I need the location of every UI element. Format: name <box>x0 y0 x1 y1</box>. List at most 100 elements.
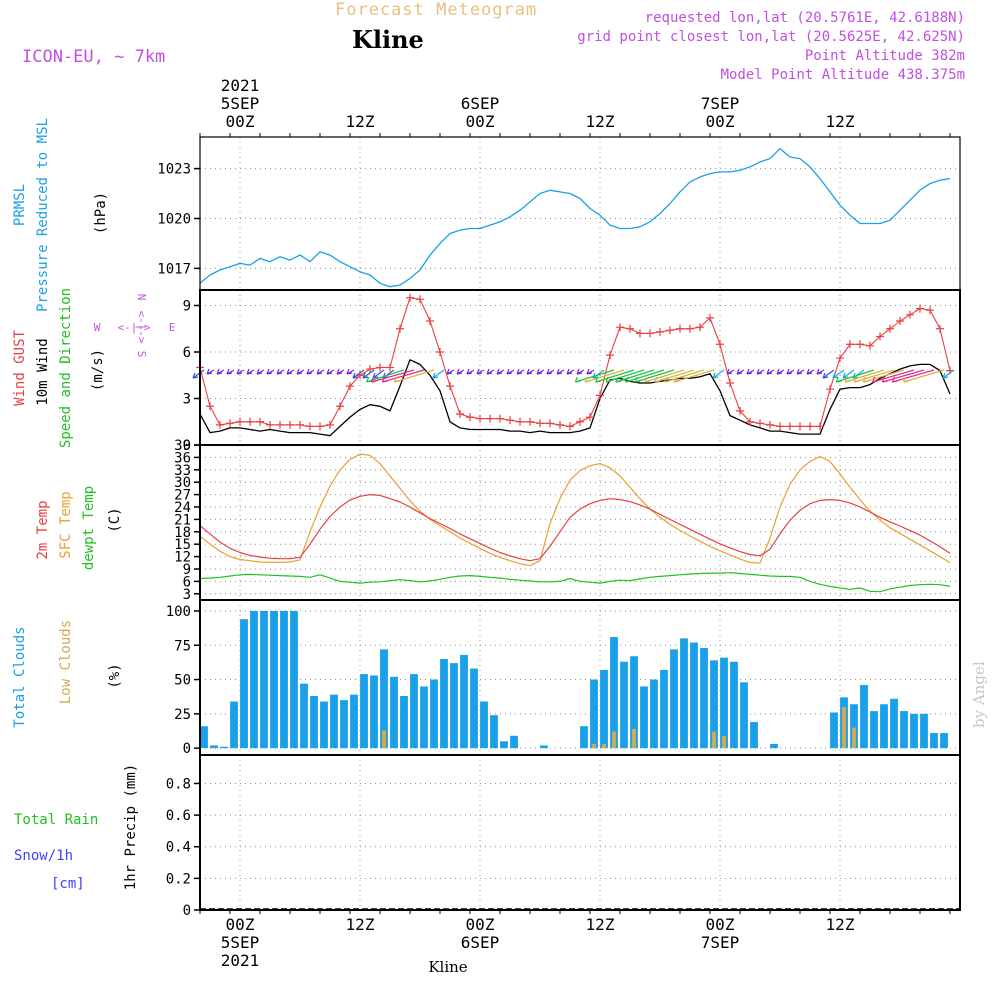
bar-total-clouds <box>690 642 698 749</box>
bar-low-clouds <box>592 744 596 749</box>
time-label-bottom: 12Z <box>346 915 375 934</box>
gust-marker <box>396 324 404 333</box>
wind-arrow-head <box>605 376 612 383</box>
wind-10m-label: 10m Wind <box>35 338 51 405</box>
compass-s: S <box>135 351 148 358</box>
wind-arrow-head <box>362 372 369 379</box>
gust-marker <box>406 293 414 302</box>
wind-unit: (m/s) <box>90 349 106 391</box>
gust-marker <box>576 417 584 426</box>
time-label-bottom: 7SEP <box>701 933 740 952</box>
bar-total-clouds <box>410 674 418 749</box>
bar-total-clouds <box>850 704 858 749</box>
gust-marker <box>926 306 934 315</box>
bar-low-clouds <box>852 727 856 749</box>
wind-arrow-head <box>526 368 533 375</box>
wind-arrow <box>605 369 645 383</box>
bar-total-clouds <box>420 686 428 749</box>
wind-arrow-head <box>466 368 473 375</box>
ytick-label-temperature: 12 <box>174 550 191 566</box>
gust-marker <box>256 417 264 426</box>
wind-arrow-head <box>206 368 213 375</box>
ytick-label-wind: 0 <box>183 438 191 454</box>
ytick-label-clouds: 0 <box>183 741 191 757</box>
wind-arrow-head <box>246 368 253 375</box>
wind-arrow-head <box>370 376 377 383</box>
gust-marker <box>226 419 234 428</box>
wind-arrow-head <box>796 368 803 375</box>
gust-marker <box>656 327 664 336</box>
gust-marker <box>306 422 314 431</box>
precip-rain-label: Total Rain <box>14 812 98 828</box>
ytick-label-clouds: 25 <box>174 707 191 723</box>
time-label-bottom: 5SEP <box>221 933 260 952</box>
location-title: Kline <box>352 25 424 54</box>
gust-marker <box>886 324 894 333</box>
bar-total-clouds <box>870 711 878 749</box>
gust-marker <box>586 413 594 422</box>
gust-marker <box>566 422 574 431</box>
wind-arrow <box>635 369 675 383</box>
gust-marker <box>866 341 874 350</box>
data-layer <box>192 149 960 910</box>
wind-arrow-head <box>286 368 293 375</box>
gust-marker <box>826 385 834 394</box>
wind-arrow-head <box>654 376 661 383</box>
bar-total-clouds <box>430 679 438 749</box>
requested-coords: requested lon,lat (20.5761E, 42.6188N) <box>645 10 965 26</box>
bar-total-clouds <box>620 661 628 749</box>
gust-marker <box>896 317 904 325</box>
wind-arrow-head <box>456 368 463 375</box>
series-wind-gust <box>199 297 951 427</box>
wind-arrow <box>362 369 375 379</box>
time-label-top: 00Z <box>706 112 735 131</box>
wind-arrow-head <box>192 372 199 379</box>
wind-arrow-head <box>352 372 359 379</box>
bar-total-clouds <box>650 679 658 749</box>
gust-marker <box>626 324 634 333</box>
wind-arrow <box>382 369 425 383</box>
ytick-label-clouds: 50 <box>174 673 191 689</box>
gust-marker <box>786 422 794 431</box>
wind-arrow <box>854 369 895 383</box>
wind-arrow <box>863 369 905 383</box>
time-label-top: 12Z <box>346 112 375 131</box>
panel-frame-pressure <box>199 136 961 291</box>
wind-arrow-head <box>832 372 839 379</box>
bar-total-clouds <box>340 700 348 749</box>
compass-n: N <box>135 294 148 301</box>
gust-marker <box>376 363 384 372</box>
wind-arrow-head <box>506 368 513 375</box>
wind-arrow <box>892 369 935 383</box>
gust-marker <box>916 304 924 313</box>
gust-marker <box>706 313 714 322</box>
gust-marker <box>436 348 444 356</box>
gust-marker <box>696 323 704 332</box>
bar-total-clouds <box>320 701 328 749</box>
bar-total-clouds <box>200 726 208 749</box>
ytick-label-clouds: 75 <box>174 638 191 654</box>
gust-marker <box>366 365 374 374</box>
wind-arrow-head <box>853 376 860 383</box>
wind-arrow-head <box>266 368 273 375</box>
series-wind10m <box>199 359 951 437</box>
wind-arrow <box>625 369 665 383</box>
bar-total-clouds <box>360 674 368 749</box>
bar-total-clouds <box>490 715 498 749</box>
ytick-label-precip: 0.8 <box>166 776 191 792</box>
wind-arrow-head <box>736 368 743 375</box>
bar-total-clouds <box>720 657 728 749</box>
axis-layer: 1017102010230369369121518212427303336390… <box>157 76 951 970</box>
wind-arrow <box>654 369 695 383</box>
temp-unit: (C) <box>107 507 123 532</box>
gust-marker <box>856 340 864 349</box>
gust-marker <box>486 414 494 423</box>
wind-arrow-head <box>586 368 593 375</box>
wind-arrow-head <box>276 368 283 375</box>
product-title: Forecast Meteogram <box>335 0 537 20</box>
compass-w: W <box>94 321 101 334</box>
precip-snow-label: Snow/1h <box>14 848 73 864</box>
ytick-label-temperature: 21 <box>174 512 191 528</box>
temp-labels: 2m Temp SFC Temp dewpt Temp (C) <box>35 486 123 570</box>
gust-marker <box>546 419 554 428</box>
